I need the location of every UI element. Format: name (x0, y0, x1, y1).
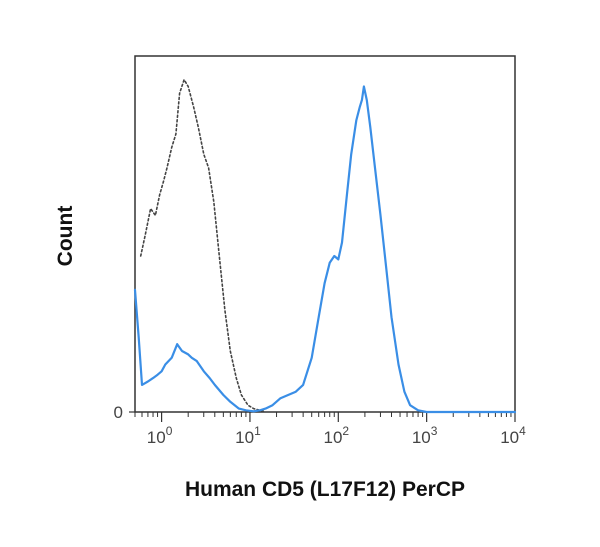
x-tick-label-base: 10 (500, 428, 519, 447)
histogram-series (133, 78, 517, 414)
y-axis-title: Count (54, 206, 77, 267)
stained-series-line (133, 85, 517, 414)
y-ticks: 0 (114, 403, 135, 422)
x-major-ticks (160, 412, 516, 422)
x-tick-label-exponent: 4 (519, 424, 526, 438)
x-tick-label-exponent: 3 (431, 424, 438, 438)
y-tick-label: 0 (114, 403, 123, 422)
x-tick-label-base: 10 (323, 428, 342, 447)
x-tick-label-exponent: 1 (254, 424, 261, 438)
control-series-line (139, 78, 267, 413)
x-axis-title: Human CD5 (L17F12) PerCP (185, 478, 465, 501)
plot-area: 0 (114, 55, 517, 422)
x-tick-label-base: 10 (147, 428, 166, 447)
x-tick-label: 104 (500, 424, 526, 447)
x-minor-ticks (134, 412, 512, 417)
x-tick-labels: 100 101 102 103 104 (147, 424, 526, 447)
x-tick-label-exponent: 2 (342, 424, 349, 438)
x-tick-label-base: 10 (412, 428, 431, 447)
x-tick-label: 100 (147, 424, 173, 447)
x-tick-label-exponent: 0 (166, 424, 173, 438)
x-tick-label: 103 (412, 424, 438, 447)
x-tick-label: 101 (235, 424, 261, 447)
x-tick-label-base: 10 (235, 428, 254, 447)
x-tick-label: 102 (323, 424, 349, 447)
